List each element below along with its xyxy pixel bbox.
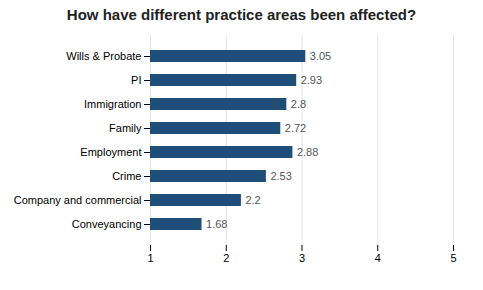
svg-text:2: 2	[223, 252, 229, 264]
svg-text:1.68: 1.68	[206, 218, 227, 230]
svg-text:Company and commercial: Company and commercial	[14, 194, 142, 206]
svg-text:2.72: 2.72	[285, 122, 306, 134]
svg-text:1: 1	[147, 252, 153, 264]
svg-text:Wills & Probate: Wills & Probate	[66, 50, 141, 62]
svg-text:Immigration: Immigration	[84, 98, 141, 110]
svg-text:Family: Family	[109, 122, 142, 134]
svg-text:2.53: 2.53	[270, 170, 291, 182]
svg-text:Conveyancing: Conveyancing	[72, 218, 142, 230]
svg-text:PI: PI	[131, 74, 141, 86]
svg-text:Crime: Crime	[112, 170, 141, 182]
svg-text:4: 4	[375, 252, 381, 264]
svg-text:Employment: Employment	[80, 146, 141, 158]
svg-text:2.88: 2.88	[297, 146, 318, 158]
svg-text:5: 5	[450, 252, 456, 264]
svg-text:2.2: 2.2	[245, 194, 260, 206]
svg-text:3: 3	[299, 252, 305, 264]
svg-text:2.93: 2.93	[301, 74, 322, 86]
svg-text:2.8: 2.8	[291, 98, 306, 110]
svg-text:3.05: 3.05	[310, 50, 331, 62]
html-text:How have different practice ar: How have different practice areas been a…	[66, 6, 417, 23]
